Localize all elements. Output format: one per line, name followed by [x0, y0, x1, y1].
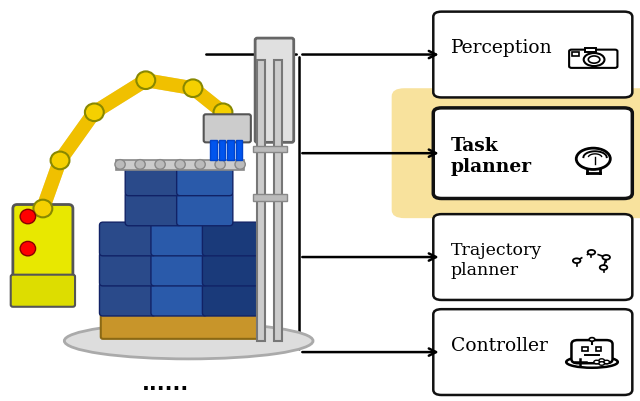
Bar [210, 140, 216, 160]
Circle shape [600, 265, 607, 270]
Circle shape [573, 258, 580, 263]
Circle shape [599, 362, 605, 365]
FancyBboxPatch shape [433, 309, 632, 395]
Ellipse shape [64, 323, 313, 359]
Bar [596, 347, 602, 351]
Bar [257, 60, 265, 341]
FancyBboxPatch shape [151, 252, 207, 286]
FancyBboxPatch shape [125, 162, 181, 196]
Circle shape [33, 200, 52, 217]
Bar [116, 160, 244, 170]
Text: ......: ...... [141, 374, 189, 394]
FancyBboxPatch shape [151, 282, 207, 316]
Bar [572, 52, 579, 56]
Circle shape [155, 160, 165, 169]
Bar [236, 140, 243, 160]
Circle shape [51, 152, 70, 169]
FancyBboxPatch shape [99, 282, 156, 316]
FancyBboxPatch shape [433, 12, 632, 97]
Circle shape [135, 160, 145, 169]
Circle shape [588, 56, 600, 63]
Bar [275, 60, 282, 341]
FancyBboxPatch shape [572, 340, 612, 363]
Bar [586, 49, 596, 52]
Circle shape [184, 79, 202, 97]
FancyBboxPatch shape [433, 214, 632, 300]
Circle shape [599, 359, 605, 363]
FancyBboxPatch shape [13, 205, 73, 293]
Circle shape [20, 209, 36, 224]
Ellipse shape [566, 356, 618, 368]
Text: Controller: Controller [451, 337, 547, 355]
FancyBboxPatch shape [177, 162, 233, 196]
Circle shape [175, 160, 185, 169]
FancyBboxPatch shape [151, 222, 207, 256]
Bar [253, 194, 287, 200]
Circle shape [594, 360, 600, 364]
FancyBboxPatch shape [204, 114, 251, 142]
FancyBboxPatch shape [125, 192, 181, 226]
FancyBboxPatch shape [392, 88, 640, 218]
FancyBboxPatch shape [99, 222, 156, 256]
FancyBboxPatch shape [433, 108, 632, 198]
FancyBboxPatch shape [202, 252, 259, 286]
FancyBboxPatch shape [202, 222, 259, 256]
FancyBboxPatch shape [177, 192, 233, 226]
Circle shape [602, 255, 610, 260]
Circle shape [20, 241, 36, 256]
Circle shape [214, 103, 232, 121]
Bar [219, 140, 225, 160]
Text: Trajectory
planner: Trajectory planner [451, 242, 542, 279]
Circle shape [604, 360, 609, 364]
FancyBboxPatch shape [569, 50, 618, 68]
Text: Perception: Perception [451, 39, 552, 57]
Bar [227, 140, 234, 160]
Circle shape [588, 250, 595, 255]
Circle shape [215, 160, 225, 169]
Circle shape [589, 338, 595, 341]
Bar [253, 146, 287, 152]
Circle shape [195, 160, 205, 169]
Circle shape [85, 103, 104, 121]
FancyBboxPatch shape [11, 275, 75, 307]
FancyBboxPatch shape [255, 38, 294, 142]
Bar [582, 347, 588, 351]
FancyBboxPatch shape [99, 252, 156, 286]
Circle shape [584, 53, 605, 66]
FancyBboxPatch shape [100, 311, 259, 339]
Circle shape [136, 71, 156, 89]
Circle shape [576, 148, 611, 170]
FancyBboxPatch shape [202, 282, 259, 316]
Circle shape [115, 160, 125, 169]
Circle shape [235, 160, 245, 169]
Text: Task
planner: Task planner [451, 137, 532, 176]
